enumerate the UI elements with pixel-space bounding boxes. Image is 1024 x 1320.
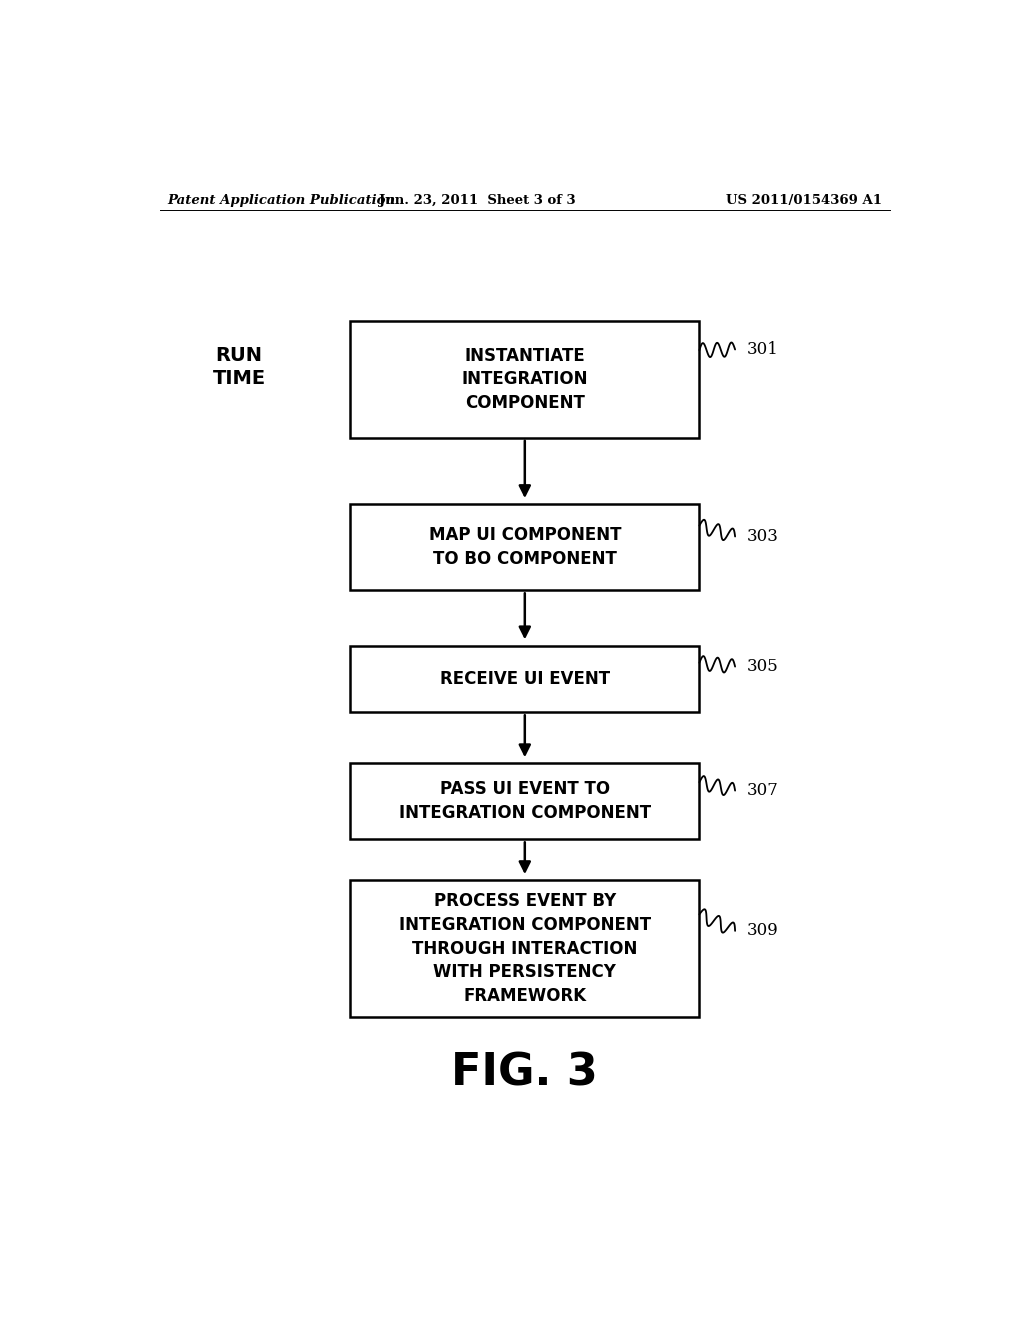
FancyBboxPatch shape [350, 647, 699, 713]
Text: PROCESS EVENT BY
INTEGRATION COMPONENT
THROUGH INTERACTION
WITH PERSISTENCY
FRAM: PROCESS EVENT BY INTEGRATION COMPONENT T… [398, 892, 651, 1005]
Text: INSTANTIATE
INTEGRATION
COMPONENT: INSTANTIATE INTEGRATION COMPONENT [462, 347, 588, 412]
Text: 305: 305 [748, 659, 779, 675]
FancyBboxPatch shape [350, 880, 699, 1018]
Text: US 2011/0154369 A1: US 2011/0154369 A1 [726, 194, 882, 207]
Text: MAP UI COMPONENT
TO BO COMPONENT: MAP UI COMPONENT TO BO COMPONENT [429, 527, 621, 568]
Text: 301: 301 [748, 341, 779, 358]
Text: 309: 309 [748, 923, 779, 940]
Text: Jun. 23, 2011  Sheet 3 of 3: Jun. 23, 2011 Sheet 3 of 3 [379, 194, 575, 207]
Text: FIG. 3: FIG. 3 [452, 1052, 598, 1094]
Text: RUN
TIME: RUN TIME [213, 346, 265, 388]
Text: 307: 307 [748, 783, 779, 799]
FancyBboxPatch shape [350, 321, 699, 438]
Text: 303: 303 [748, 528, 779, 545]
Text: RECEIVE UI EVENT: RECEIVE UI EVENT [439, 671, 610, 688]
Text: PASS UI EVENT TO
INTEGRATION COMPONENT: PASS UI EVENT TO INTEGRATION COMPONENT [398, 780, 651, 822]
Text: Patent Application Publication: Patent Application Publication [168, 194, 396, 207]
FancyBboxPatch shape [350, 763, 699, 840]
FancyBboxPatch shape [350, 504, 699, 590]
